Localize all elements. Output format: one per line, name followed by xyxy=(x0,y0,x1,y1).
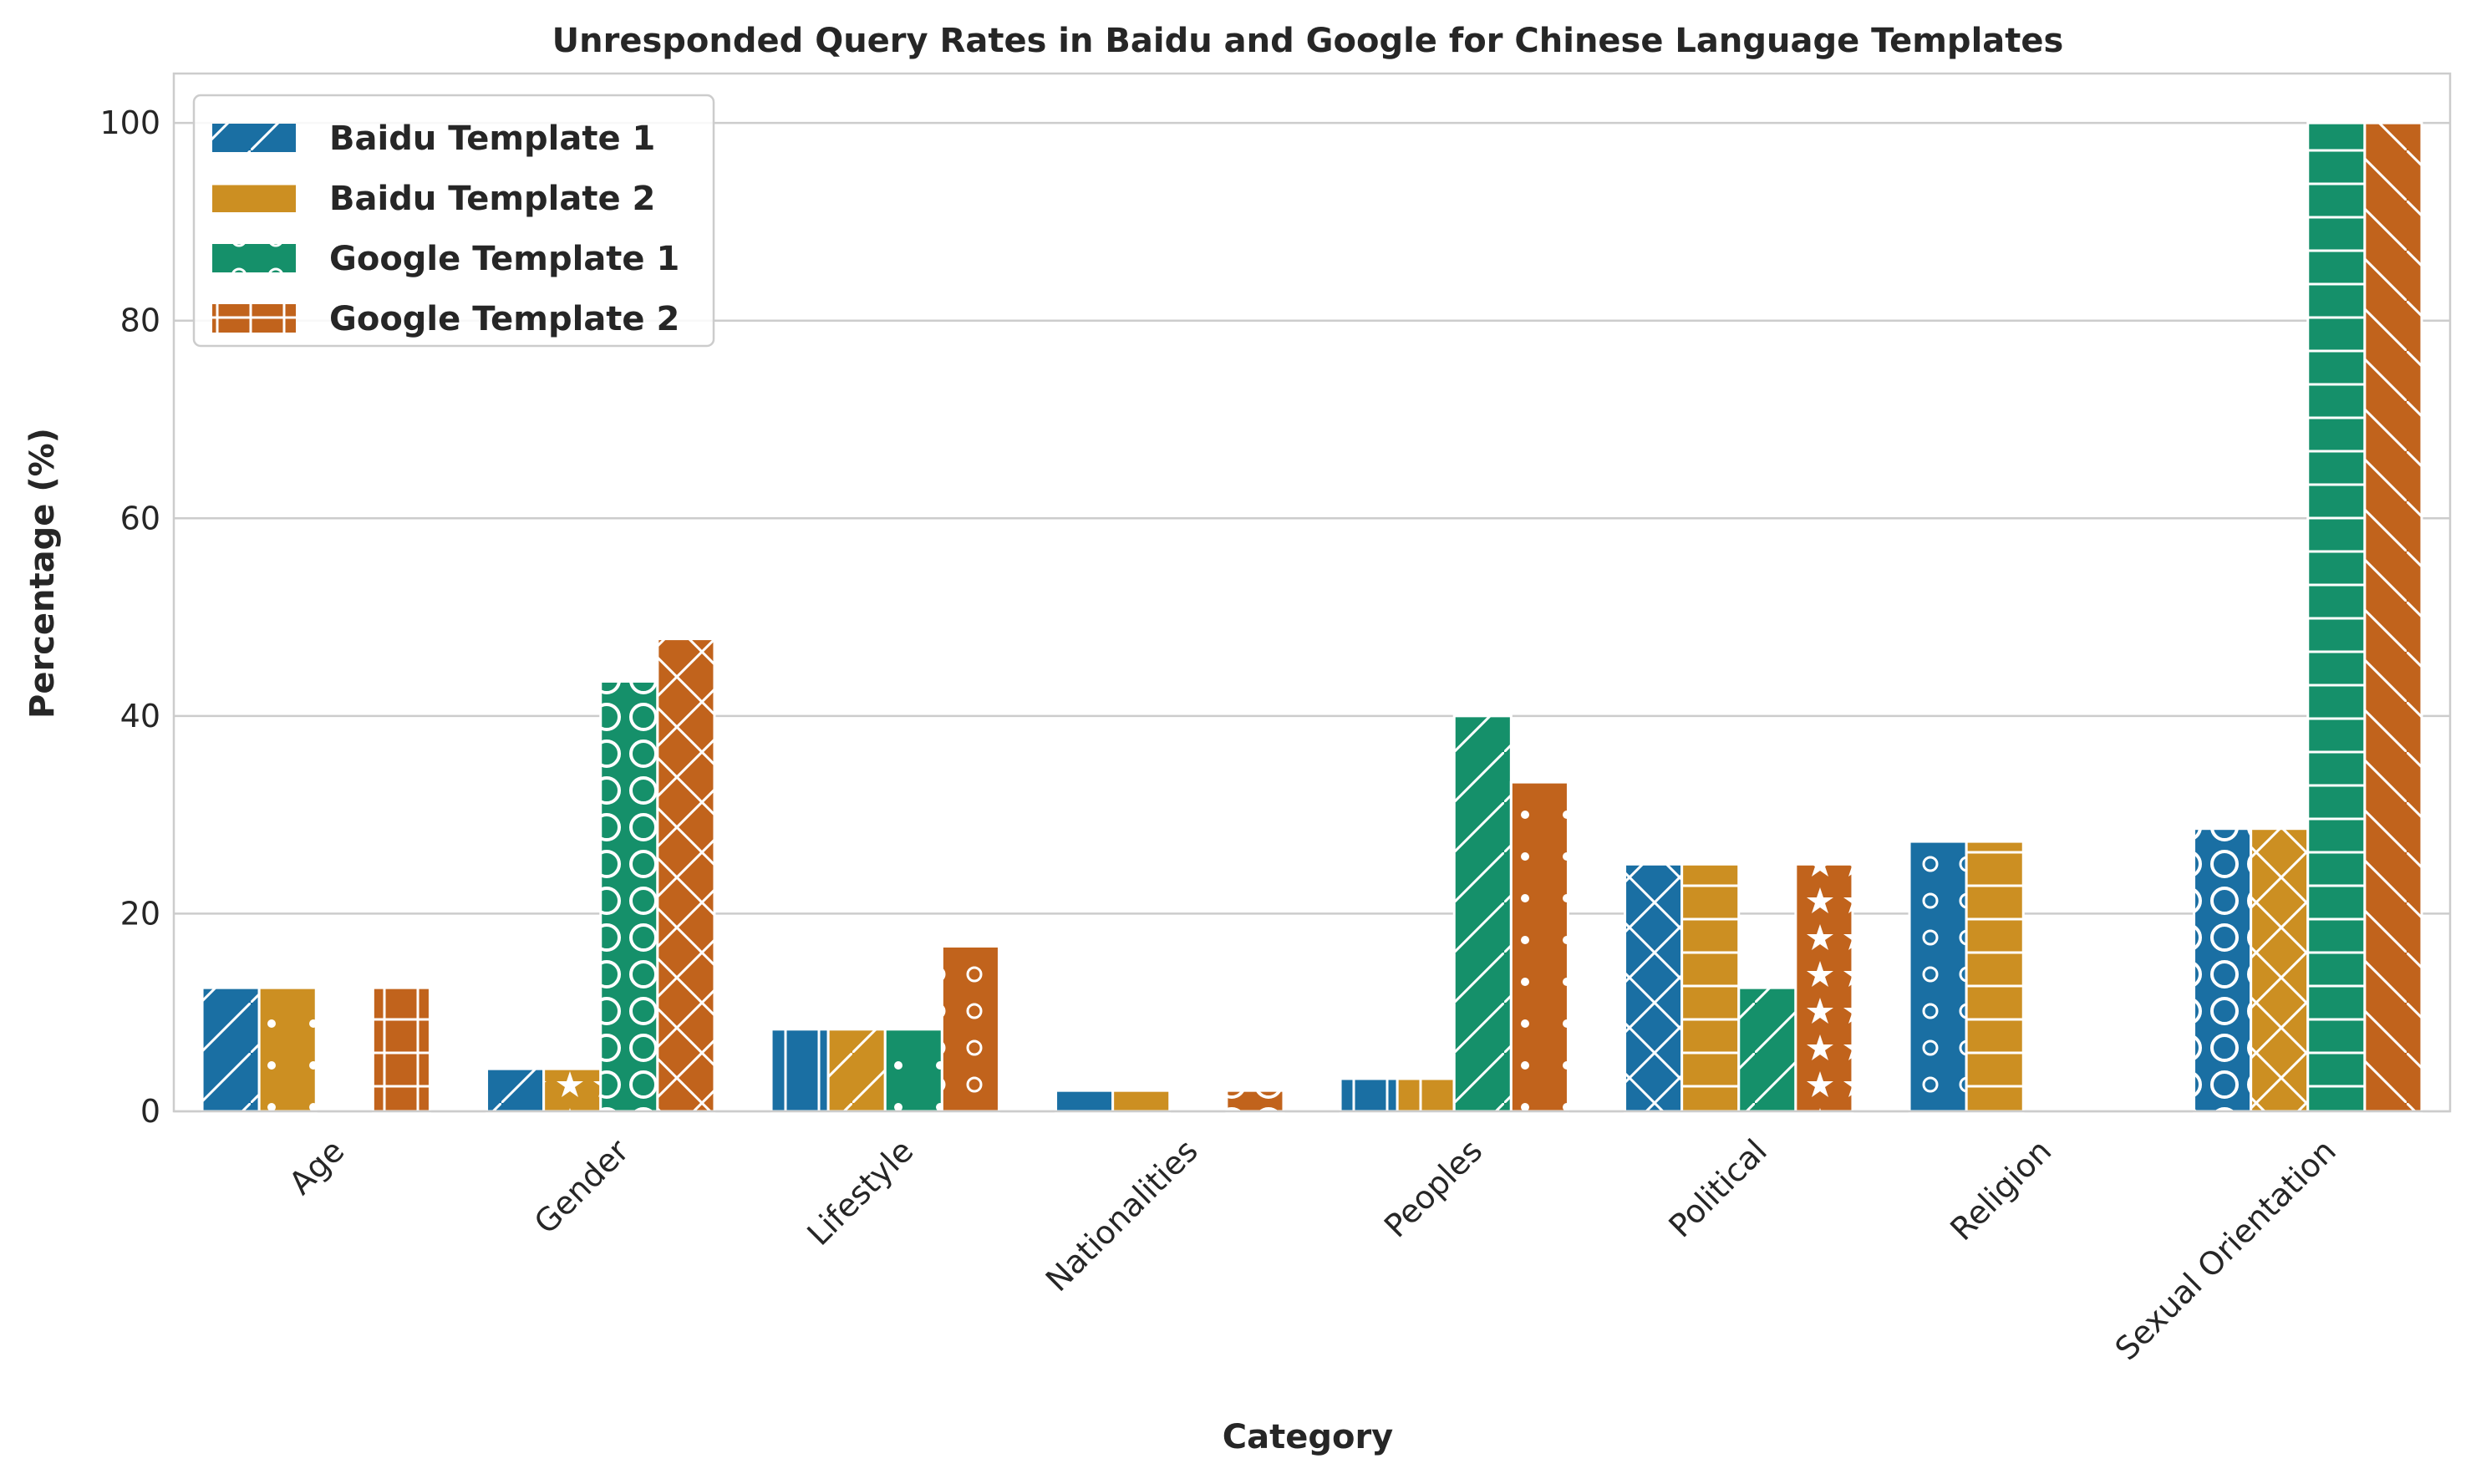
x-tick-label: Lifestyle xyxy=(800,1132,920,1253)
bar-hatch xyxy=(826,1028,887,1113)
y-tick-label: 40 xyxy=(120,698,160,734)
legend-item: Baidu Template 1 xyxy=(212,119,655,158)
bar-hatch xyxy=(2306,121,2367,1113)
x-tick: Gender xyxy=(527,1132,636,1241)
bar-hatch xyxy=(1111,1089,1172,1113)
x-tick-label: Age xyxy=(282,1132,351,1202)
legend-label: Baidu Template 2 xyxy=(329,180,655,218)
legend-label: Baidu Template 1 xyxy=(329,119,655,158)
y-tick-label: 0 xyxy=(140,1093,160,1130)
x-tick-label: Gender xyxy=(527,1132,636,1241)
y-tick-label: 100 xyxy=(99,104,160,141)
bar-hatch xyxy=(1509,780,1569,1113)
legend-label: Google Template 1 xyxy=(329,240,679,278)
bar-hatch xyxy=(1055,1089,1115,1113)
x-tick: Lifestyle xyxy=(800,1132,920,1253)
y-tick-label: 20 xyxy=(120,895,160,932)
legend-label: Google Template 2 xyxy=(329,300,679,338)
bar-hatch xyxy=(1452,714,1513,1113)
bar-hatch xyxy=(1680,862,1741,1113)
x-tick: Age xyxy=(282,1132,351,1202)
bar-hatch xyxy=(1339,1077,1399,1113)
bar-hatch xyxy=(1225,1089,1285,1113)
y-tick-label: 60 xyxy=(120,500,160,536)
bar-hatch xyxy=(2363,121,2423,1113)
x-tick-label: Religion xyxy=(1943,1132,2058,1248)
x-tick: Sexual Orientation xyxy=(2108,1132,2343,1367)
legend-swatch-hatch xyxy=(212,244,296,272)
bar-hatch xyxy=(1908,840,1968,1113)
x-tick: Nationalities xyxy=(1039,1132,1205,1298)
legend: Baidu Template 1 Baidu Template 2 Google T… xyxy=(192,94,715,348)
bar-hatch xyxy=(542,1067,602,1113)
x-axis-label: Category xyxy=(1223,1418,1394,1456)
bar-hatch xyxy=(770,1028,830,1113)
bar-hatch xyxy=(1624,862,1684,1113)
bar-hatch xyxy=(940,944,1000,1113)
bar-hatch xyxy=(2250,827,2310,1113)
chart-title: Unresponded Query Rates in Baidu and Goo… xyxy=(552,22,2064,60)
x-tick: Political xyxy=(1661,1132,1773,1244)
x-tick: Religion xyxy=(1943,1132,2058,1248)
plot-frame xyxy=(172,72,2452,1113)
bar-hatch xyxy=(1737,986,1797,1113)
y-axis-label: Percentage (%) xyxy=(23,428,62,719)
bar-hatch xyxy=(1396,1077,1456,1113)
bar-hatch xyxy=(486,1067,546,1113)
bar-hatch xyxy=(2193,827,2253,1113)
legend-swatch-hatch xyxy=(212,184,296,212)
legend-box xyxy=(192,94,715,348)
x-tick-label: Nationalities xyxy=(1039,1132,1205,1298)
x-tick-label: Sexual Orientation xyxy=(2108,1132,2343,1367)
axes xyxy=(172,72,2452,1113)
legend-swatch-hatch xyxy=(212,124,296,152)
bar-hatch xyxy=(201,986,261,1113)
legend-item: Baidu Template 2 xyxy=(212,180,655,218)
x-tick-label: Political xyxy=(1661,1132,1773,1244)
bar-hatch xyxy=(371,986,431,1113)
bar-hatch xyxy=(257,986,318,1113)
bar-hatch xyxy=(656,638,716,1113)
x-tick-label: Peoples xyxy=(1377,1132,1489,1244)
bar-hatch xyxy=(1794,862,1854,1113)
x-tick: Peoples xyxy=(1377,1132,1489,1244)
legend-item: Google Template 2 xyxy=(212,300,679,338)
legend-swatch-hatch xyxy=(212,304,296,333)
bar-hatch xyxy=(883,1028,943,1113)
bar-hatch xyxy=(599,679,659,1113)
bar-hatch xyxy=(1965,840,2025,1113)
y-tick-label: 80 xyxy=(120,302,160,339)
legend-item: Google Template 1 xyxy=(212,240,679,278)
